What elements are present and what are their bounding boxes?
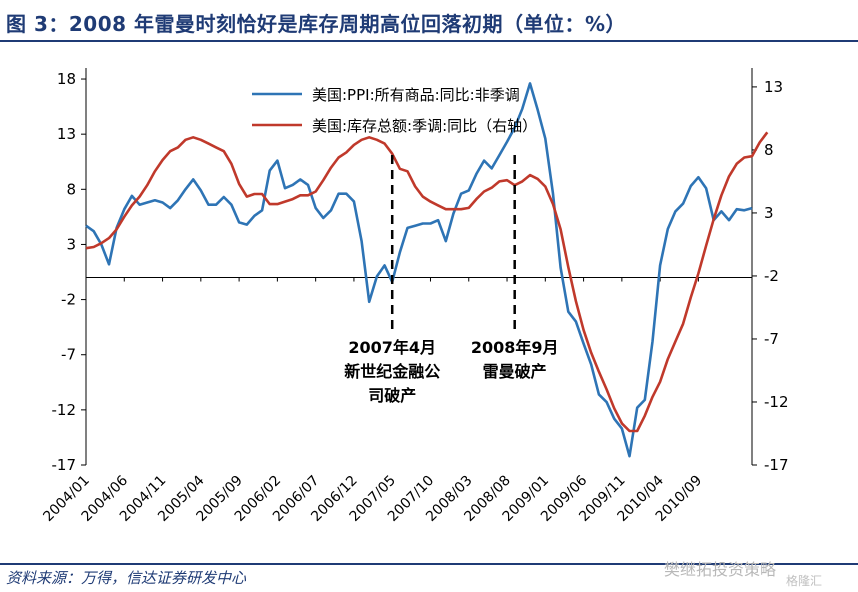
right-tick-label: -17 bbox=[764, 456, 789, 474]
ppi-series-line bbox=[85, 82, 753, 458]
right-tick-label: 8 bbox=[764, 141, 774, 159]
source-rule bbox=[0, 563, 858, 565]
event-annotation-label: 2008年9月 bbox=[471, 338, 559, 357]
left-tick-label: 8 bbox=[66, 180, 76, 198]
title-rule bbox=[0, 40, 858, 42]
figure-title: 图 3：2008 年雷曼时刻恰好是库存周期高位回落初期（单位：%） bbox=[6, 12, 627, 36]
left-tick-label: 3 bbox=[66, 235, 76, 253]
left-tick-label: -2 bbox=[61, 291, 76, 309]
event-annotation-label: 2007年4月 bbox=[348, 338, 436, 357]
series-lines bbox=[85, 82, 769, 458]
legend-label: 美国:库存总额:季调:同比（右轴） bbox=[312, 117, 537, 135]
event-annotation-label: 新世纪金融公 bbox=[344, 362, 440, 381]
source-note: 资料来源：万得，信达证券研发中心 bbox=[6, 569, 247, 587]
watermark-secondary: 格隆汇 bbox=[786, 574, 823, 588]
right-tick-label: 3 bbox=[764, 204, 774, 222]
left-axis: 18 13 8 3 -2 -7 -12 -17 bbox=[52, 68, 87, 474]
left-tick-label: 18 bbox=[57, 70, 76, 88]
left-tick-label: -17 bbox=[52, 456, 77, 474]
left-tick-label: 13 bbox=[57, 125, 76, 143]
right-tick-label: 13 bbox=[764, 78, 783, 96]
right-tick-label: -7 bbox=[764, 330, 779, 348]
watermark: 樊继拓投资策略 bbox=[664, 560, 777, 579]
event-annotation-label: 雷曼破产 bbox=[483, 362, 547, 381]
right-axis: 13 8 3 -2 -7 -12 -17 bbox=[751, 68, 789, 474]
event-annotation-label: 司破产 bbox=[368, 386, 416, 405]
left-tick-label: -7 bbox=[61, 346, 76, 364]
inventory-series-line bbox=[85, 131, 769, 433]
right-tick-label: -2 bbox=[764, 267, 779, 285]
left-tick-label: -12 bbox=[52, 401, 77, 419]
right-tick-label: -12 bbox=[764, 393, 789, 411]
legend-label: 美国:PPI:所有商品:同比:非季调 bbox=[312, 86, 520, 104]
